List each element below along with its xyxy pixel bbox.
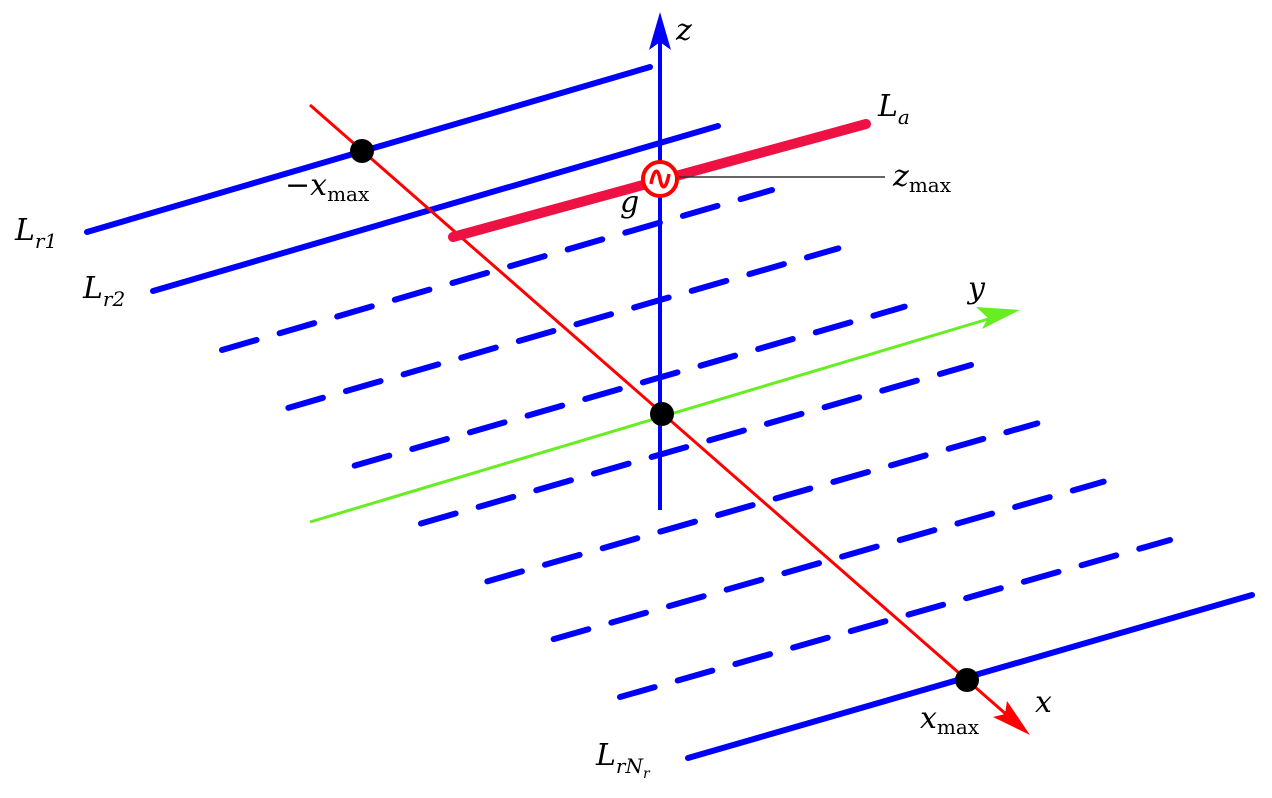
dashed-receiver-line [351, 303, 908, 469]
neg-xmax-label: −xmax [285, 168, 370, 206]
y-label: y [966, 271, 986, 306]
dashed-receiver-line [219, 187, 775, 353]
dashed-receiver-line [484, 420, 1041, 585]
la-label: La [877, 89, 910, 129]
z-label: z [675, 13, 692, 48]
lrnr-label: LrNr [595, 738, 651, 782]
dashed-receiver-line [285, 245, 842, 411]
x-label: x [1035, 685, 1052, 720]
dashed-receiver-line [418, 362, 974, 527]
xmax-label: xmax [920, 701, 980, 739]
point-xmax [955, 668, 979, 692]
dashed-receiver-line [550, 478, 1107, 643]
dashed-receiver-lines [219, 187, 1173, 700]
zmax-label: zmax [892, 159, 952, 197]
receiver-line-lr2 [150, 123, 721, 294]
dashed-receiver-line [617, 537, 1173, 700]
point-neg-xmax [350, 139, 374, 163]
x-axis-arrowhead [993, 701, 1030, 735]
y-axis-arrowhead [976, 307, 1020, 329]
sine-source-icon [641, 160, 679, 198]
point-origin [650, 402, 674, 426]
z-axis-arrowhead [649, 12, 671, 50]
g-label: g [620, 185, 639, 220]
lr2-label: Lr2 [82, 271, 125, 311]
lr1-label: Lr1 [14, 213, 57, 253]
